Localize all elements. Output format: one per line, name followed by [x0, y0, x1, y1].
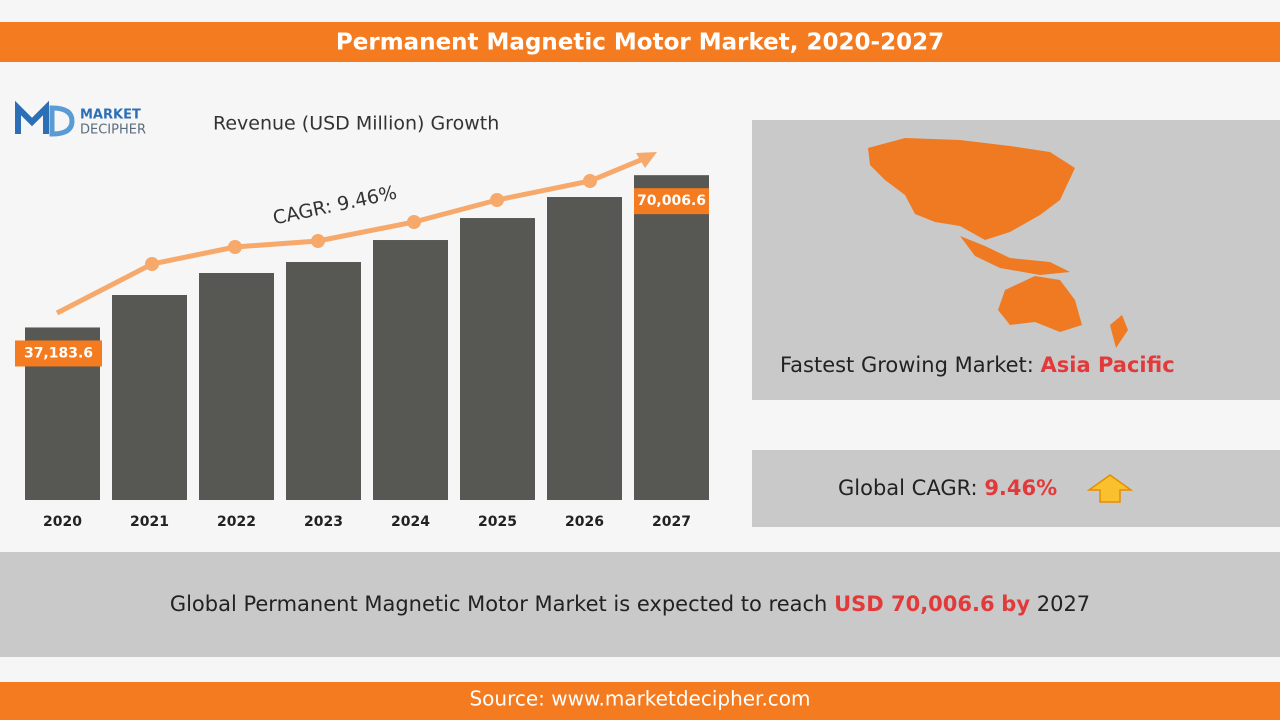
nz-shape: [1110, 315, 1128, 348]
source: Source: www.marketdecipher.com: [469, 687, 810, 711]
bar: [547, 197, 622, 500]
logo-text: DECIPHER: [80, 123, 146, 138]
x-tick-label: 2020: [43, 514, 82, 530]
japan-shape: [1036, 165, 1052, 196]
x-tick-label: 2026: [565, 514, 604, 530]
x-tick-label: 2021: [130, 514, 169, 530]
chart-title: Revenue (USD Million) Growth: [213, 113, 499, 135]
arrow-head: [636, 152, 657, 168]
region-label: Fastest Growing Market:: [780, 353, 1034, 377]
summary: Global Permanent Magnetic Motor Market i…: [170, 592, 1090, 616]
logo-mark-d: [49, 105, 75, 137]
value-label-box: [634, 188, 709, 215]
bar: [460, 218, 535, 500]
value-label-box: [15, 340, 102, 367]
summary-text: Global Permanent Magnetic Motor Market i…: [170, 592, 828, 616]
region-label: Fastest Growing Market: Asia Pacific: [780, 353, 1175, 377]
x-tick-label: 2023: [304, 514, 343, 530]
bar: [634, 175, 709, 500]
bar: [112, 295, 187, 500]
up-arrow-icon: [1086, 474, 1134, 503]
bar-group: 2020 37,183.6 2021 2022 2023 2024 2025 2026 2027…: [15, 175, 709, 530]
summary-year: 2027: [1037, 592, 1090, 616]
x-tick-label: 2024: [391, 514, 430, 530]
asia-shape: [868, 138, 1075, 240]
summary-band: [0, 552, 1280, 657]
logo-mark: [15, 100, 49, 134]
logo-text: MARKET: [80, 108, 141, 123]
x-tick-label: 2027: [652, 514, 691, 530]
asia-pacific-map: [868, 138, 1128, 348]
trend-dots: [145, 174, 597, 271]
bar: [286, 262, 361, 500]
indonesia-shape: [960, 236, 1070, 275]
logo: MARKET DECIPHER: [15, 100, 146, 138]
value-label: 37,183.6: [24, 345, 93, 361]
summary-amount: USD 70,006.6: [834, 592, 995, 616]
x-tick-label: 2025: [478, 514, 517, 530]
region-value: Asia Pacific: [1041, 353, 1175, 377]
bar: [199, 273, 274, 500]
cagr-label: Global CAGR:: [838, 476, 978, 500]
trend-line: [55, 154, 649, 316]
title-bar: [0, 22, 1280, 62]
cagr-panel: [752, 450, 1280, 527]
value-label: 70,006.6: [637, 193, 706, 209]
title: Permanent Magnetic Motor Market, 2020-20…: [336, 30, 944, 56]
bar: [373, 240, 448, 500]
trend-arrow: [55, 152, 657, 316]
cagr-label: Global CAGR: 9.46%: [838, 476, 1057, 500]
summary-by: by: [1001, 592, 1030, 616]
x-tick-label: 2022: [217, 514, 256, 530]
footer-bar: [0, 682, 1280, 720]
australia-shape: [998, 276, 1082, 332]
cagr-value: 9.46%: [984, 476, 1057, 500]
